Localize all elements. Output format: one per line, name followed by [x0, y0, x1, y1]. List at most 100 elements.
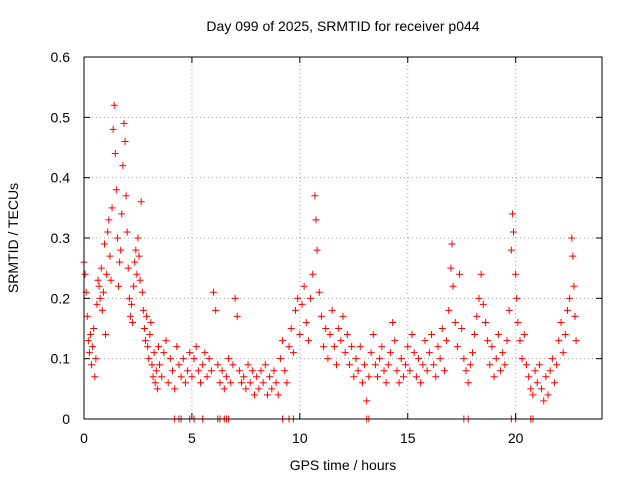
- data-point: [320, 343, 328, 351]
- data-point: [508, 210, 516, 218]
- data-point: [399, 373, 407, 381]
- data-point: [147, 318, 155, 326]
- data-point: [285, 343, 293, 351]
- data-point: [367, 349, 375, 357]
- data-point: [451, 318, 459, 326]
- data-point: [148, 361, 156, 369]
- data-point: [152, 367, 160, 375]
- data-point: [460, 355, 468, 363]
- data-point: [115, 282, 123, 290]
- data-point: [197, 379, 205, 387]
- data-point: [311, 192, 319, 200]
- data-point: [477, 270, 485, 278]
- data-point: [354, 367, 362, 375]
- data-point: [119, 162, 127, 170]
- data-point: [99, 288, 107, 296]
- data-point: [330, 343, 338, 351]
- data-point: [131, 258, 139, 266]
- data-point: [233, 312, 241, 320]
- data-point: [371, 361, 379, 369]
- data-point: [512, 270, 520, 278]
- data-point: [531, 367, 539, 375]
- data-point: [214, 361, 222, 369]
- data-point: [540, 397, 548, 405]
- data-point: [389, 318, 397, 326]
- data-point: [361, 361, 369, 369]
- data-point: [568, 234, 576, 242]
- data-point: [386, 349, 394, 357]
- data-point: [557, 318, 565, 326]
- data-point: [259, 379, 267, 387]
- data-point: [337, 337, 345, 345]
- data-point: [571, 312, 579, 320]
- y-tick-label: 0: [62, 411, 70, 427]
- data-point: [84, 337, 92, 345]
- data-point: [116, 258, 124, 266]
- data-point: [356, 343, 364, 351]
- data-point: [132, 246, 140, 254]
- data-point: [326, 331, 334, 339]
- data-point: [473, 312, 481, 320]
- data-point: [122, 192, 130, 200]
- data-point: [510, 228, 518, 236]
- x-tick-label: 5: [188, 430, 196, 446]
- data-point: [188, 373, 196, 381]
- data-point: [484, 337, 492, 345]
- data-point: [391, 337, 399, 345]
- data-point: [220, 385, 228, 393]
- data-point: [438, 325, 446, 332]
- data-point: [494, 331, 502, 339]
- data-point: [415, 355, 423, 363]
- data-point: [555, 337, 563, 345]
- data-point: [436, 355, 444, 363]
- data-point: [212, 306, 220, 314]
- data-point: [333, 361, 341, 369]
- data-point: [111, 150, 119, 158]
- data-point: [143, 312, 151, 320]
- data-point: [186, 349, 194, 357]
- data-point: [384, 361, 392, 369]
- data-point: [570, 282, 578, 290]
- data-point: [97, 264, 105, 272]
- data-point: [103, 270, 111, 278]
- data-point: [513, 294, 521, 302]
- data-point: [395, 379, 403, 387]
- data-point: [341, 349, 349, 357]
- data-point: [374, 373, 382, 381]
- data-point: [542, 373, 550, 381]
- data-point: [538, 385, 546, 393]
- data-point: [382, 379, 390, 387]
- data-point: [464, 379, 472, 387]
- data-point: [160, 349, 168, 357]
- data-point: [142, 337, 150, 345]
- data-point: [268, 385, 276, 393]
- data-point: [112, 186, 120, 194]
- data-point: [257, 367, 265, 375]
- data-point: [216, 379, 224, 387]
- data-point: [313, 246, 321, 254]
- data-point: [130, 282, 138, 290]
- data-point: [309, 270, 317, 278]
- data-point: [425, 349, 433, 357]
- data-point: [533, 379, 541, 387]
- y-axis-label: SRMTID / TECUs: [5, 183, 21, 293]
- data-point: [156, 361, 164, 369]
- data-point: [95, 282, 103, 290]
- data-point: [553, 361, 561, 369]
- data-point: [127, 300, 135, 308]
- y-tick-label: 0.2: [51, 290, 71, 306]
- data-point: [449, 282, 457, 290]
- data-point: [218, 367, 226, 375]
- data-point: [481, 318, 489, 326]
- data-point: [88, 361, 96, 369]
- data-point: [274, 391, 282, 399]
- data-point: [432, 373, 440, 381]
- data-point: [514, 318, 522, 326]
- x-tick-label: 10: [292, 430, 308, 446]
- data-point: [522, 361, 530, 369]
- data-point: [417, 379, 425, 387]
- data-point: [164, 379, 172, 387]
- data-point: [272, 379, 280, 387]
- data-point: [322, 325, 330, 332]
